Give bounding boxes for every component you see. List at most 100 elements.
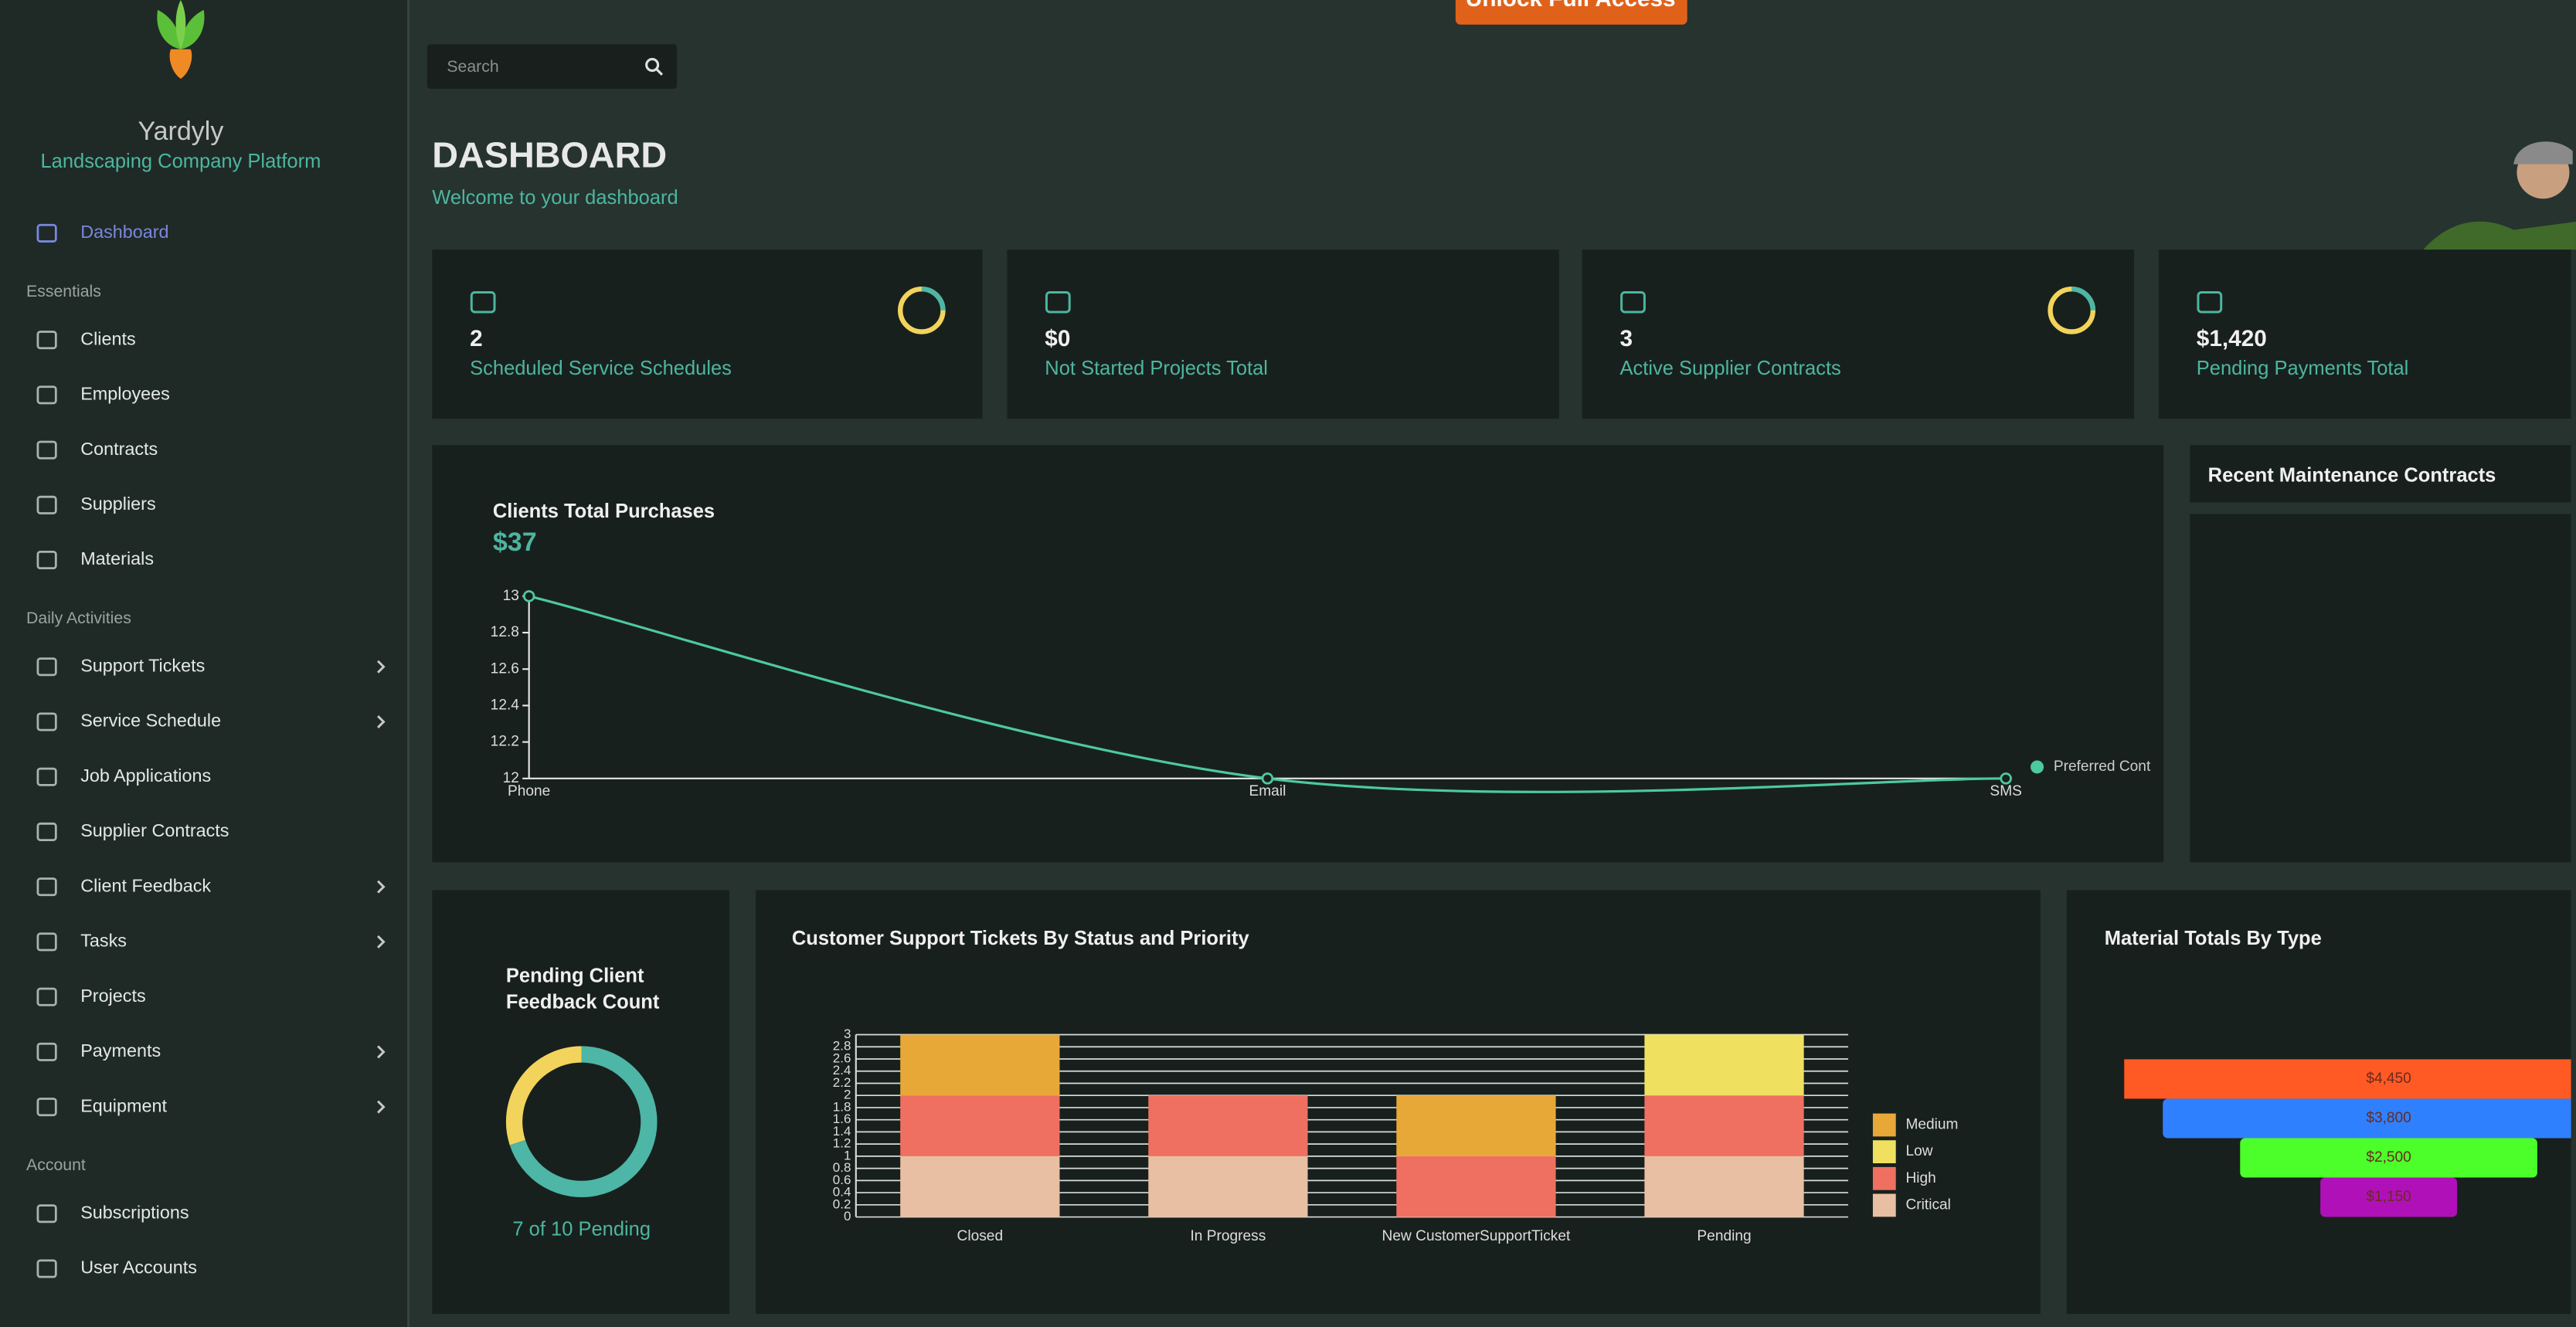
- nav-label[interactable]: Materials: [80, 548, 154, 568]
- card-value: $0: [1045, 326, 1070, 351]
- nav-item[interactable]: Tasks: [36, 931, 386, 952]
- point: [2000, 772, 2012, 785]
- nav-item[interactable]: Equipment: [36, 1095, 386, 1117]
- panel: [432, 445, 2164, 863]
- nav-item[interactable]: Employees: [36, 384, 170, 405]
- nav-label[interactable]: Support Tickets: [80, 655, 205, 675]
- upgrade-label[interactable]: Unlock Full Access: [1466, 0, 1676, 12]
- nav-icon[interactable]: [36, 1204, 57, 1223]
- legend-swatch: [1872, 1113, 1896, 1137]
- nav-icon[interactable]: [36, 767, 57, 786]
- nav-item[interactable]: Support Tickets: [36, 655, 386, 677]
- nav-icon[interactable]: [36, 495, 57, 514]
- search-placeholder[interactable]: Search: [447, 57, 498, 76]
- x-tick-label: New CustomerSupportTicket: [1382, 1228, 1571, 1244]
- funnel-stage: [2163, 1098, 2571, 1139]
- nav-chevron[interactable]: [377, 714, 386, 728]
- nav-item[interactable]: Clients: [36, 328, 136, 350]
- nav-item[interactable]: Suppliers: [36, 494, 156, 514]
- search-box[interactable]: Search: [427, 44, 678, 89]
- y-tick-label: 0.8: [833, 1160, 851, 1175]
- nav-item[interactable]: Projects: [36, 986, 146, 1006]
- nav-label[interactable]: User Accounts: [80, 1257, 197, 1278]
- x-tick-label: Closed: [957, 1228, 1004, 1244]
- nav-label[interactable]: Tasks: [80, 931, 127, 951]
- nav-item[interactable]: Subscriptions: [36, 1202, 189, 1223]
- nav-icon[interactable]: [36, 932, 57, 952]
- nav-chevron[interactable]: [377, 660, 386, 674]
- y-tick-label: 0.6: [833, 1173, 851, 1187]
- nav-icon[interactable]: [36, 712, 57, 731]
- nav-icon[interactable]: [36, 987, 57, 1006]
- panel-title: Recent Maintenance Contracts: [2208, 464, 2496, 486]
- nav-chevron[interactable]: [377, 1100, 386, 1114]
- nav-chevron[interactable]: [377, 1045, 386, 1059]
- bar-segment: [1396, 1095, 1556, 1156]
- nav-item[interactable]: Contracts: [36, 439, 158, 460]
- nav-chevron[interactable]: [377, 880, 386, 894]
- page-title: DASHBOARD: [432, 134, 667, 175]
- donut-segment: [509, 1046, 658, 1197]
- y-tick-label: 12: [503, 770, 519, 786]
- nav-label[interactable]: Job Applications: [80, 765, 211, 786]
- nav-label[interactable]: Service Schedule: [80, 711, 221, 731]
- x-tick-label: Email: [1249, 783, 1286, 799]
- brand: Yardyly: [138, 117, 223, 146]
- nav-section-title: Essentials: [26, 282, 101, 300]
- nav-item[interactable]: Supplier Contracts: [36, 820, 229, 841]
- nav-label[interactable]: Client Feedback: [80, 875, 211, 895]
- nav-label[interactable]: Clients: [80, 328, 135, 348]
- y-tick-label: 1.6: [833, 1111, 851, 1126]
- stat-card: [432, 249, 983, 419]
- card-ring-arc: [2071, 287, 2096, 311]
- point: [522, 590, 535, 602]
- nav-item[interactable]: Service Schedule: [36, 711, 386, 731]
- nav-item[interactable]: Client Feedback: [36, 875, 386, 897]
- nav-label[interactable]: Supplier Contracts: [80, 820, 229, 840]
- nav-label[interactable]: Payments: [80, 1040, 161, 1061]
- nav-icon[interactable]: [36, 657, 57, 677]
- nav-icon[interactable]: [36, 1042, 57, 1061]
- legend-swatch: [1872, 1166, 1896, 1190]
- y-tick-label: 12.6: [491, 660, 519, 677]
- nav-item[interactable]: Payments: [36, 1040, 386, 1061]
- stat-card: [2158, 249, 2571, 419]
- donut-label: 7 of 10 Pending: [512, 1218, 651, 1240]
- card-icon: [2197, 290, 2223, 314]
- nav-label[interactable]: Dashboard: [80, 222, 168, 242]
- nav-icon[interactable]: [36, 551, 57, 570]
- chart-total: $37: [493, 528, 537, 557]
- nav-label[interactable]: Projects: [80, 986, 145, 1006]
- nav-item[interactable]: Dashboard: [36, 222, 169, 243]
- nav-item[interactable]: Job Applications: [36, 765, 211, 786]
- funnel-stage: [2320, 1177, 2458, 1217]
- nav-label[interactable]: Contracts: [80, 439, 158, 459]
- donut-segment: [505, 1046, 583, 1145]
- nav-icon[interactable]: [36, 877, 57, 897]
- nav-icon[interactable]: [36, 1098, 57, 1117]
- nav-icon[interactable]: [36, 1259, 57, 1278]
- nav-label[interactable]: Equipment: [80, 1095, 167, 1115]
- bar-segment: [1148, 1095, 1308, 1156]
- nav-label[interactable]: Employees: [80, 384, 170, 404]
- legend-label: Preferred Cont: [2054, 759, 2151, 775]
- nav-label[interactable]: Subscriptions: [80, 1202, 189, 1222]
- nav-icon[interactable]: [36, 822, 57, 841]
- y-tick-label: 2.4: [833, 1063, 851, 1078]
- nav-icon[interactable]: [36, 385, 57, 405]
- nav-chevron[interactable]: [377, 935, 386, 949]
- nav-label[interactable]: Suppliers: [80, 494, 155, 514]
- upgrade-button[interactable]: Unlock Full Access: [1455, 0, 1687, 25]
- card-value: 2: [470, 326, 483, 351]
- tagline: Landscaping Company Platform: [40, 151, 321, 172]
- nav-item[interactable]: User Accounts: [36, 1257, 197, 1278]
- nav-item[interactable]: Materials: [36, 548, 154, 570]
- chart-title: Customer Support Tickets By Status and P…: [792, 928, 1250, 949]
- nav-icon[interactable]: [36, 223, 57, 243]
- nav-icon[interactable]: [36, 440, 57, 460]
- nav-icon[interactable]: [36, 331, 57, 350]
- funnel-stage: [2240, 1138, 2537, 1178]
- bar-segment: [900, 1156, 1060, 1217]
- y-tick-label: 2: [844, 1088, 851, 1102]
